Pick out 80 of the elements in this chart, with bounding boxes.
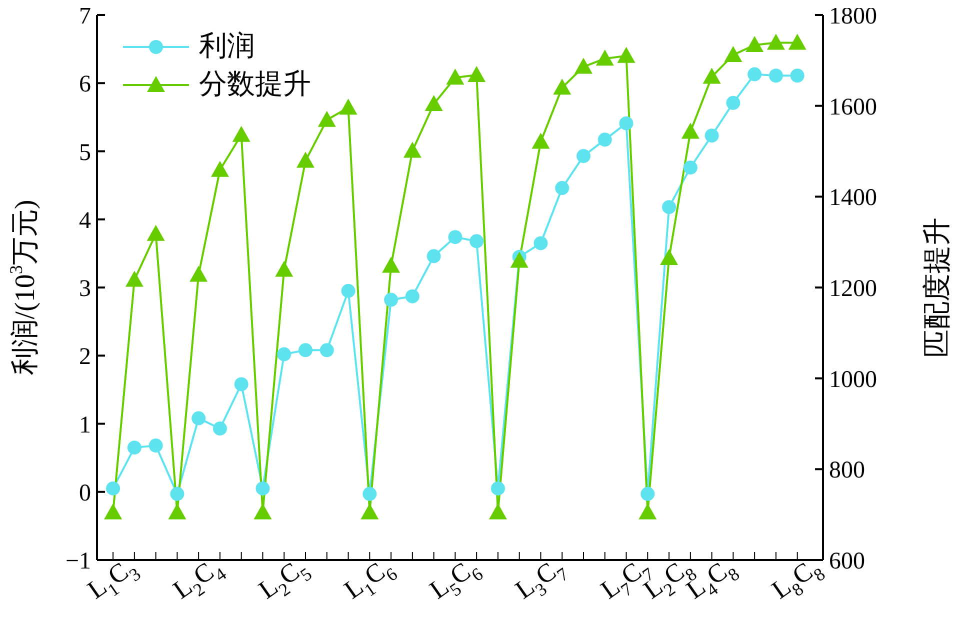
- y2-tick-label: 800: [829, 458, 865, 484]
- point: [510, 252, 528, 268]
- y-tick-label: 2: [79, 344, 91, 370]
- point: [488, 503, 507, 520]
- point: [318, 110, 336, 127]
- y2-tick-label: 1800: [829, 4, 877, 30]
- point: [724, 46, 742, 62]
- point: [766, 34, 785, 50]
- point: [384, 292, 398, 307]
- point: [125, 270, 144, 287]
- y-tick-label: −1: [65, 548, 91, 575]
- point: [660, 248, 678, 265]
- y2-tick-label: 1600: [829, 94, 877, 120]
- y-tick-label: 6: [79, 72, 91, 98]
- point: [553, 78, 572, 95]
- point: [277, 347, 292, 362]
- point: [362, 486, 377, 501]
- point: [598, 132, 612, 147]
- legend-label: 利润: [199, 30, 255, 64]
- point: [788, 34, 806, 50]
- point: [790, 68, 804, 83]
- y2-tick-label: 1000: [829, 366, 877, 393]
- y-tick-label: 7: [79, 4, 91, 30]
- point: [210, 160, 229, 177]
- point: [298, 343, 312, 358]
- point: [619, 116, 634, 130]
- point: [532, 132, 550, 149]
- point: [746, 36, 764, 52]
- point: [596, 50, 614, 66]
- y-tick-label: 3: [79, 276, 91, 302]
- point: [403, 142, 422, 158]
- point: [320, 343, 334, 358]
- y2-axis-title: 匹配度提升: [922, 218, 954, 358]
- point: [662, 200, 676, 214]
- point: [341, 284, 356, 298]
- point: [296, 152, 314, 168]
- point: [576, 149, 590, 164]
- point: [424, 95, 443, 112]
- point: [555, 181, 570, 196]
- point: [146, 224, 165, 241]
- point: [534, 236, 548, 250]
- point: [468, 66, 486, 82]
- y-tick-label: 0: [79, 480, 91, 506]
- y2-tick-label: 1400: [829, 185, 877, 212]
- point: [726, 96, 740, 110]
- point: [106, 481, 120, 496]
- point: [405, 289, 420, 304]
- point: [446, 68, 464, 85]
- point: [192, 411, 206, 426]
- point: [704, 128, 719, 143]
- point: [702, 68, 721, 84]
- legend-label: 分数提升: [199, 68, 311, 102]
- point: [234, 377, 248, 392]
- point: [470, 234, 484, 248]
- point: [212, 422, 227, 436]
- y2-tick-label: 600: [829, 548, 865, 575]
- point: [104, 503, 122, 520]
- point: [768, 68, 783, 83]
- y-tick-label: 1: [79, 412, 91, 438]
- point: [617, 46, 636, 63]
- point: [339, 98, 358, 115]
- y2-tick-label: 1200: [829, 276, 877, 302]
- point: [426, 249, 441, 264]
- point: [256, 481, 270, 496]
- point: [574, 58, 592, 74]
- point: [382, 256, 400, 273]
- point: [190, 266, 208, 282]
- point: [448, 230, 462, 244]
- y-tick-label: 5: [79, 140, 91, 166]
- point: [127, 440, 142, 455]
- point: [640, 486, 655, 501]
- point: [683, 160, 698, 175]
- point: [748, 67, 762, 82]
- point: [148, 438, 163, 453]
- point: [170, 486, 184, 501]
- y-tick-label: 4: [79, 208, 91, 234]
- point: [681, 122, 700, 139]
- point: [490, 481, 505, 496]
- point: [275, 260, 294, 277]
- point: [232, 126, 250, 142]
